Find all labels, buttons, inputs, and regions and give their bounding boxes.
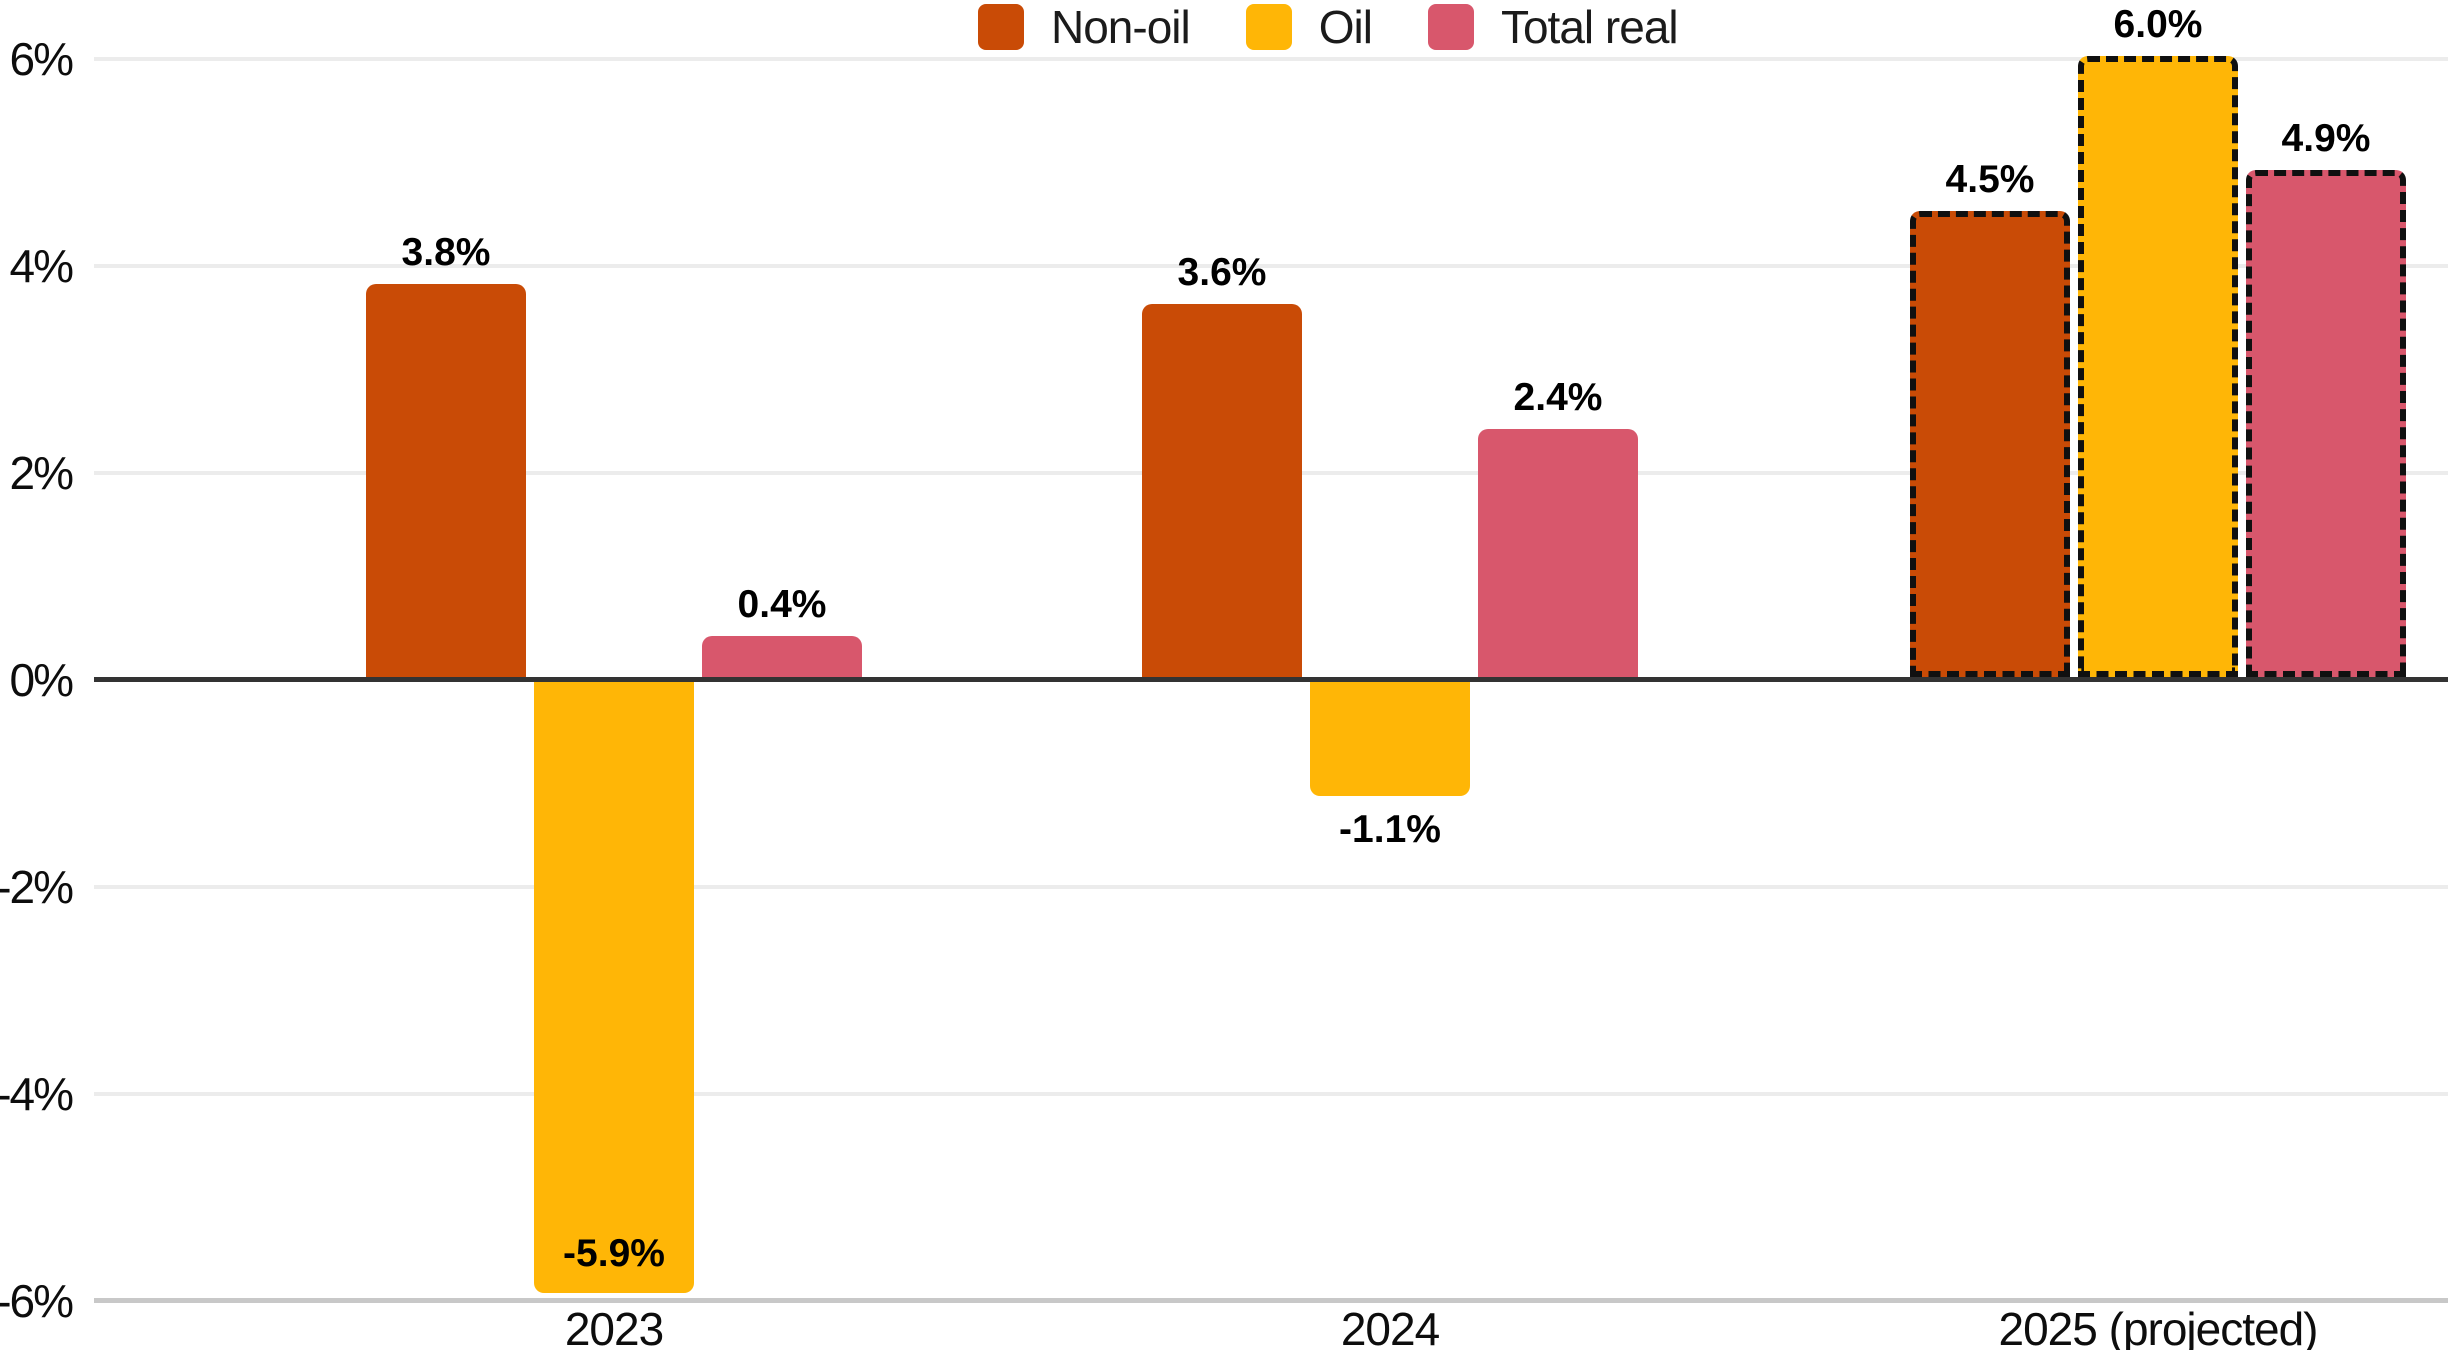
gridline-2 — [94, 884, 2448, 889]
gridline-6 — [94, 56, 2448, 61]
gridline-6 — [94, 1298, 2448, 1303]
bar-oil-2023 — [534, 682, 694, 1293]
legend-item-non-oil: Non-oil — [978, 0, 1191, 54]
y-tick-label-2: -2% — [0, 860, 74, 913]
bar-value-label-oil-2025-projected: 6.0% — [2113, 3, 2203, 46]
y-tick-label-4: -4% — [0, 1067, 74, 1120]
bar-non-oil-2025-projected — [1910, 211, 2070, 677]
gridline-4 — [94, 1091, 2448, 1096]
bar-value-label-non-oil-2024: 3.6% — [1177, 251, 1267, 295]
bar-value-label-total-real-2025-projected: 4.9% — [2281, 116, 2371, 160]
legend-swatch-non-oil — [978, 4, 1024, 50]
x-tick-label-2023: 2023 — [564, 1303, 664, 1350]
bar-value-label-total-real-2023: 0.4% — [737, 582, 827, 626]
bar-value-label-non-oil-2023: 3.8% — [401, 230, 491, 274]
y-tick-label-2: 2% — [9, 446, 74, 499]
bar-non-oil-2024 — [1142, 304, 1302, 677]
bar-value-label-total-real-2024: 2.4% — [1513, 375, 1603, 419]
zero-line — [94, 677, 2448, 682]
bar-total-real-2024 — [1478, 428, 1638, 677]
bar-value-label-non-oil-2025-projected: 4.5% — [1945, 158, 2035, 202]
bar-oil-2024 — [1310, 682, 1470, 796]
bar-value-label-oil-2024: -1.1% — [1339, 807, 1441, 851]
x-tick-label-2025-projected: 2025 (projected) — [1998, 1303, 2319, 1350]
chart-legend: Non-oil Oil Total real — [978, 0, 1679, 54]
legend-swatch-total-real — [1427, 4, 1474, 50]
y-tick-label-0: 0% — [9, 653, 74, 706]
legend-item-oil: Oil — [1245, 0, 1373, 54]
legend-item-total-real: Total real — [1427, 0, 1679, 54]
x-tick-label-2024: 2024 — [1340, 1303, 1440, 1350]
y-tick-label-4: 4% — [9, 239, 74, 292]
bar-non-oil-2023 — [366, 283, 526, 677]
y-tick-label-6: 6% — [9, 32, 74, 85]
legend-label-non-oil: Non-oil — [1051, 1, 1191, 53]
y-tick-label-6: -6% — [0, 1274, 74, 1327]
bar-total-real-2025-projected — [2246, 169, 2406, 677]
legend-label-oil: Oil — [1318, 1, 1373, 53]
bar-oil-2025-projected — [2078, 56, 2238, 677]
legend-swatch-oil — [1245, 4, 1292, 50]
bar-total-real-2023 — [702, 635, 862, 677]
bar-value-label-oil-2023: -5.9% — [563, 1231, 665, 1275]
legend-label-total-real: Total real — [1500, 1, 1679, 53]
gridline-4 — [94, 263, 2448, 268]
